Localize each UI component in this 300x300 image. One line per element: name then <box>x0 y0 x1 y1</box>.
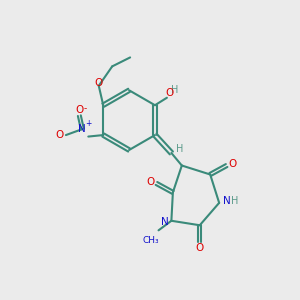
Text: +: + <box>85 118 92 127</box>
Text: O: O <box>166 88 174 98</box>
Text: O: O <box>94 78 103 88</box>
Text: H: H <box>231 196 238 206</box>
Text: N: N <box>79 124 86 134</box>
Text: H: H <box>176 144 183 154</box>
Text: -: - <box>84 105 87 114</box>
Text: O: O <box>75 105 83 115</box>
Text: O: O <box>56 130 64 140</box>
Text: O: O <box>196 243 204 253</box>
Text: CH₃: CH₃ <box>142 236 159 245</box>
Text: O: O <box>146 177 154 187</box>
Text: O: O <box>229 159 237 169</box>
Text: H: H <box>171 85 178 95</box>
Text: N: N <box>223 196 230 206</box>
Text: N: N <box>161 217 169 227</box>
